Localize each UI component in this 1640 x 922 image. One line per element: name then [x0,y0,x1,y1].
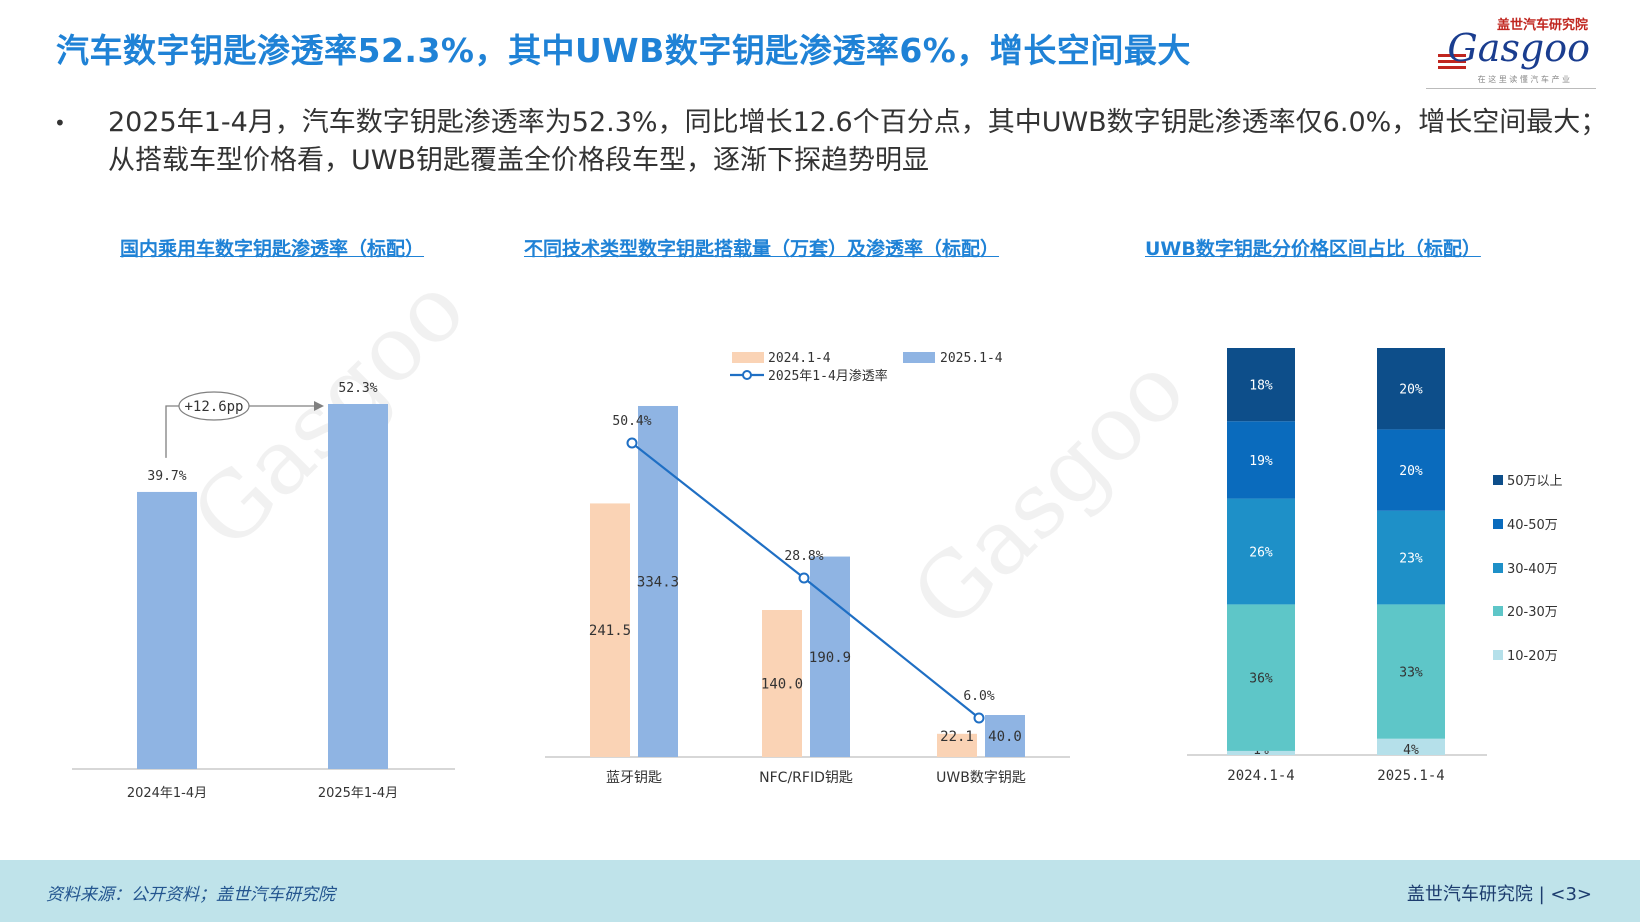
data-label: 334.3 [637,574,679,590]
stack-segment [1377,604,1445,739]
legend-marker [742,370,752,380]
chart3-price-share: 2024.1-42025.1-41%36%26%19%18%4%33%23%20… [1187,348,1563,784]
logo-stripes [1438,54,1466,72]
legend-swatch [1493,606,1503,616]
data-label: 241.5 [589,623,631,639]
data-label: 19% [1249,454,1273,469]
line-label: 28.8% [784,549,823,564]
chart1-penetration: 39.7% 2024年1-4月 52.3% 2025年1-4月 +12.6pp [72,381,455,801]
legend-label: 30-40万 [1507,562,1558,577]
annotation-arrow [165,405,318,458]
stack-segment [1377,738,1445,755]
data-label: 140.0 [761,677,803,693]
legend-label: 2025.1-4 [940,351,1003,366]
data-label: 20% [1399,383,1423,398]
chart3-title: UWB数字钥匙分价格区间占比（标配） [1145,238,1481,260]
legend-label: 40-50万 [1507,518,1558,533]
bar [328,404,388,769]
annotation-arrowhead [314,401,324,411]
tick-label: 2025.1-4 [1377,768,1444,784]
data-label: 23% [1399,552,1423,567]
data-label: 40.0 [988,729,1022,745]
legend-label: 10-20万 [1507,649,1558,664]
tick-label: 2024.1-4 [1227,768,1294,784]
legend-label: 2024.1-4 [768,351,831,366]
legend-swatch [1493,650,1503,660]
logo-brand: Gasgoo [1447,26,1590,70]
chart1-title: 国内乘用车数字钥匙渗透率（标配） [120,238,425,260]
footer-source: 资料来源：公开资料；盖世汽车研究院 [46,885,335,905]
logo-cn: 盖世汽车研究院 [1496,18,1588,33]
stack-segment [1377,348,1445,430]
page-number: <3> [1550,884,1592,905]
data-label: 22.1 [940,729,974,745]
logo-tagline: 在 这 里 读 懂 汽 车 产 业 [1477,75,1570,84]
bar [762,610,802,757]
legend-label: 2025年1-4月渗透率 [768,368,888,384]
chart2-title: 不同技术类型数字钥匙搭载量（万套）及渗透率（标配） [524,238,1000,260]
tick-label: 蓝牙钥匙 [606,770,662,786]
chart2-tech-types: 蓝牙钥匙 NFC/RFID钥匙 UWB数字钥匙 241.5 140.0 22.1 334.3… [545,351,1070,786]
summary-text: 2025年1-4月，汽车数字钥匙渗透率为52.3%，同比增长12.6个百分点，其… [108,107,1608,176]
line-label: 50.4% [612,414,651,429]
line-label: 6.0% [963,689,994,704]
data-label: 26% [1249,546,1273,561]
stack-segment [1227,750,1295,755]
annotation-text: +12.6pp [184,399,243,415]
bar [137,491,197,769]
legend-label: 20-30万 [1507,605,1558,620]
footer-org: 盖世汽车研究院 | <3> [1407,880,1592,906]
footer-separator: | [1538,884,1551,905]
line-point [798,572,810,584]
bar [937,733,977,757]
stack-segment [1227,421,1295,499]
stack-segment [1377,510,1445,605]
gasgoo-logo: 盖世汽车研究院 Gasgoo 在 这 里 读 懂 汽 车 产 业 [1426,14,1596,89]
bar [810,556,850,757]
legend-swatch [1493,475,1503,485]
legend-swatch [1493,563,1503,573]
legend-label: 50万以上 [1507,474,1563,489]
data-label: 20% [1399,464,1423,479]
tick-label: 2025年1-4月 [318,786,398,801]
footer-org-name: 盖世汽车研究院 [1406,884,1533,905]
line-point [973,712,985,724]
stack-segment [1377,429,1445,511]
bar [590,503,630,757]
page-title: 汽车数字钥匙渗透率52.3%，其中UWB数字钥匙渗透率6%，增长空间最大 [56,31,1191,70]
legend-swatch [732,352,764,363]
bullet-dot: • [54,111,66,135]
legend-swatch [1493,519,1503,529]
tick-label: UWB数字钥匙 [936,770,1026,786]
data-label: 18% [1249,379,1273,394]
bar [985,715,1025,757]
stack-segment [1227,604,1295,751]
logo-divider [1426,88,1596,89]
data-label: 190.9 [809,650,851,666]
annotation-bubble [178,391,250,421]
data-label: 39.7% [147,469,186,484]
data-label: 33% [1399,666,1423,681]
footer-bar: 资料来源：公开资料；盖世汽车研究院 盖世汽车研究院 | <3> [0,860,1640,922]
line-point [626,437,638,449]
legend-swatch [903,352,935,363]
data-label: 52.3% [338,381,377,396]
tick-label: 2024年1-4月 [127,786,207,801]
tick-label: NFC/RFID钥匙 [759,770,853,786]
stack-segment [1227,348,1295,422]
stack-segment [1227,498,1295,605]
data-label: 4% [1403,743,1419,758]
data-label: 36% [1249,672,1273,687]
